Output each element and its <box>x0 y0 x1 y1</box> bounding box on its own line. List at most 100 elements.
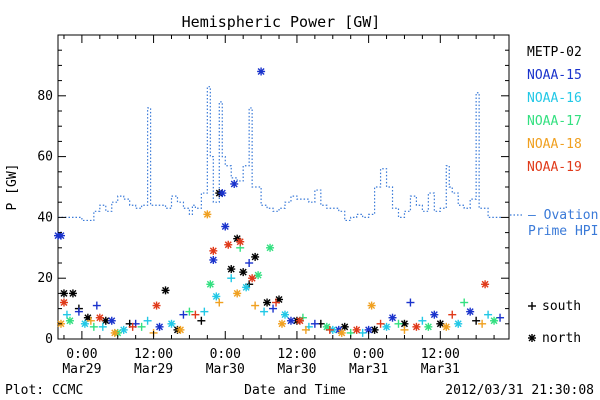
data-point-noaa-19 <box>448 310 457 319</box>
data-point-noaa-15 <box>388 313 397 322</box>
data-point-noaa-15 <box>221 222 230 231</box>
data-point-noaa-17 <box>266 243 275 252</box>
data-point-noaa-18 <box>442 322 451 331</box>
legend-entry: METP-02 <box>527 45 582 60</box>
data-point-noaa-16 <box>454 319 463 328</box>
data-point-noaa-16 <box>80 319 89 328</box>
plot-frame <box>57 34 510 340</box>
timestamp: 2012/03/31 21:30:08 <box>445 383 594 398</box>
data-point-noaa-15 <box>430 310 439 319</box>
data-point-noaa-19 <box>412 322 421 331</box>
data-point-noaa-18 <box>301 325 310 334</box>
data-point-noaa-15 <box>269 304 278 313</box>
data-point-metp-02 <box>161 286 170 295</box>
x-tick-label-date: Mar30 <box>277 362 316 377</box>
data-point-noaa-19 <box>481 280 490 289</box>
data-point-metp-02 <box>197 316 206 325</box>
data-point-noaa-17 <box>65 316 74 325</box>
x-axis-label: Date and Time <box>244 383 346 398</box>
x-tick-label-time: 0:00 <box>66 347 97 362</box>
data-point-noaa-19 <box>95 313 104 322</box>
x-tick-label-time: 0:00 <box>353 347 384 362</box>
data-point-noaa-18 <box>478 319 487 328</box>
data-point-noaa-17 <box>490 316 499 325</box>
ovation-legend-label: — Ovation <box>528 208 598 223</box>
data-point-noaa-19 <box>248 274 257 283</box>
data-point-noaa-17 <box>424 322 433 331</box>
data-point-noaa-16 <box>260 307 269 316</box>
data-point-noaa-19 <box>236 237 245 246</box>
data-point-noaa-15 <box>496 313 505 322</box>
data-point-noaa-16 <box>167 319 176 328</box>
x-tick-label-date: Mar29 <box>62 362 101 377</box>
data-point-noaa-15 <box>230 179 239 188</box>
data-point-noaa-16 <box>280 310 289 319</box>
y-tick-label: 60 <box>37 150 53 165</box>
x-axis: 0:00Mar2912:00Mar290:00Mar3012:00Mar300:… <box>62 35 495 377</box>
data-point-metp-02 <box>59 289 68 298</box>
data-point-metp-02 <box>472 316 481 325</box>
data-point-noaa-16 <box>418 316 427 325</box>
legend-entry: NOAA-19 <box>527 160 582 175</box>
x-tick-label-time: 12:00 <box>134 347 173 362</box>
data-point-noaa-15 <box>74 307 83 316</box>
y-tick-label: 20 <box>37 271 53 286</box>
y-tick-label: 0 <box>45 332 53 347</box>
data-point-noaa-16 <box>358 328 367 337</box>
ovation-hpi-line <box>58 86 503 222</box>
scatter-points-layer <box>54 67 505 337</box>
legend-entry: NOAA-15 <box>527 68 582 83</box>
data-point-noaa-18 <box>110 328 119 337</box>
x-tick-label-date: Mar30 <box>206 362 245 377</box>
data-point-noaa-17 <box>206 280 215 289</box>
data-point-noaa-19 <box>376 319 385 328</box>
data-point-noaa-15 <box>245 259 254 267</box>
data-point-noaa-16 <box>484 310 493 319</box>
data-point-noaa-15 <box>107 316 116 325</box>
data-point-noaa-19 <box>272 298 281 307</box>
data-point-noaa-17 <box>185 307 194 316</box>
data-point-noaa-15 <box>218 189 227 198</box>
data-point-noaa-15 <box>54 231 62 240</box>
symbol-legend-marker <box>528 302 536 310</box>
legend: METP-02 NOAA-15 NOAA-16 NOAA-17 NOAA-18 NOAA-… <box>527 45 582 175</box>
legend-entry: NOAA-17 <box>527 114 582 129</box>
ovation-line-layer <box>58 86 503 222</box>
data-point-metp-02 <box>400 319 409 328</box>
data-point-metp-02 <box>251 252 260 261</box>
data-point-noaa-18 <box>233 289 242 298</box>
data-point-noaa-18 <box>203 210 212 219</box>
data-point-noaa-15 <box>466 307 475 316</box>
data-point-noaa-18 <box>251 301 260 310</box>
data-point-noaa-16 <box>227 274 236 283</box>
data-point-noaa-16 <box>98 322 107 331</box>
data-point-noaa-15 <box>406 298 415 307</box>
data-point-noaa-16 <box>212 292 221 301</box>
data-point-noaa-16 <box>200 307 209 316</box>
data-point-noaa-18 <box>278 319 287 328</box>
symbol-legend-marker <box>528 334 536 342</box>
ovation-legend-label-2: Prime HPI <box>528 224 598 239</box>
data-point-noaa-19 <box>191 310 200 319</box>
data-point-metp-02 <box>263 298 272 307</box>
data-point-metp-02 <box>68 289 77 298</box>
x-tick-label-date: Mar29 <box>134 362 173 377</box>
symbol-legend: south north <box>528 299 581 346</box>
data-point-noaa-16 <box>62 310 71 319</box>
data-point-noaa-19 <box>295 316 304 325</box>
y-axis-label: P [GW] <box>5 164 20 211</box>
symbol-legend-label: north <box>542 331 581 346</box>
data-point-noaa-15 <box>179 310 188 319</box>
data-point-noaa-15 <box>286 316 295 325</box>
data-point-noaa-15 <box>310 319 319 328</box>
plot-area <box>54 34 510 340</box>
data-point-noaa-17 <box>254 271 263 280</box>
data-point-noaa-19 <box>152 301 161 310</box>
data-point-noaa-16 <box>119 325 128 334</box>
x-tick-label-time: 0:00 <box>210 347 241 362</box>
x-tick-label-date: Mar31 <box>349 362 388 377</box>
y-tick-label: 40 <box>37 210 53 225</box>
legend-entry: NOAA-16 <box>527 91 582 106</box>
x-tick-label-time: 12:00 <box>421 347 460 362</box>
